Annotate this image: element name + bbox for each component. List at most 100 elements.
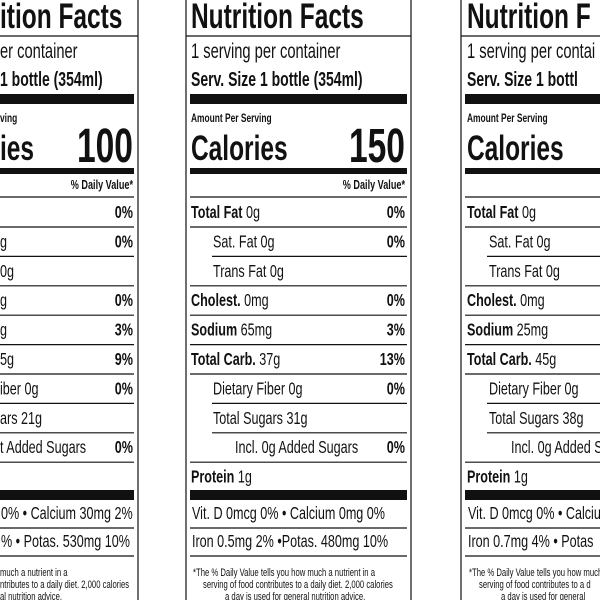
daily-value: 0% <box>387 379 405 399</box>
nutrient-row: Cholest. 0mg <box>191 291 269 311</box>
nutrient-amount: 0mg <box>244 291 268 311</box>
daily-value: 0% <box>115 203 133 223</box>
thick-bar <box>0 94 134 104</box>
footnote: serving of food contributes to a d <box>479 579 591 592</box>
thick-bar <box>0 490 134 500</box>
amount-per-serving: ving <box>0 113 17 126</box>
daily-value: 13% <box>380 350 405 370</box>
nutrient-row: g <box>0 291 7 311</box>
nutrient-row: Total Sugars 38g <box>489 409 583 429</box>
nutrient-amount: 65mg <box>241 321 272 341</box>
nutrient-name: Incl. 0g Added Su <box>511 438 600 458</box>
vitamin-line: Iron 0.5mg 2% •Potas. 480mg 10% <box>192 532 388 552</box>
nutrient-amount: g <box>0 321 7 341</box>
nutrient-row: Incl. 0g Added Su <box>511 438 600 458</box>
nutrient-row: ars 21g <box>0 409 42 429</box>
nutrient-row: g <box>0 321 7 341</box>
vitamin-line: Vit. D 0mcg 0% • Calciu <box>468 504 600 524</box>
footnote: ntributes to a daily diet. 2,000 calorie… <box>0 579 129 592</box>
nutrient-name: Sodium <box>191 321 237 341</box>
nutrient-amount: 1g <box>514 468 528 488</box>
thick-bar <box>0 168 134 174</box>
nutrient-row: Incl. 0g Added Sugars <box>235 438 358 458</box>
daily-value: 3% <box>115 321 133 341</box>
nutrient-row: g <box>0 232 7 252</box>
nutrient-row: Cholest. 0mg <box>467 291 545 311</box>
nutrient-row: Total Sugars 31g <box>213 409 307 429</box>
vitamin-line: Vit. D 0mcg 0% • Calcium 0mg 0% <box>192 504 385 524</box>
nutrient-row: Trans Fat 0g <box>213 262 284 282</box>
amount-per-serving: Amount Per Serving <box>191 113 272 126</box>
nutrient-amount: 25mg <box>517 321 548 341</box>
nutrient-amount: g <box>0 232 7 252</box>
nutrient-name: Sodium <box>467 321 513 341</box>
nutrient-name: iber <box>0 379 21 399</box>
nutrient-amount: g <box>0 291 7 311</box>
nutrient-name: Trans Fat <box>213 262 267 282</box>
footnote: al nutrition advice. <box>0 591 62 600</box>
nutrient-name: Total Sugars <box>213 409 283 429</box>
nutrient-row: Total Carb. 45g <box>467 350 556 370</box>
nutrient-name: Sat. Fat <box>213 232 258 252</box>
nutrient-row: Dietary Fiber 0g <box>489 379 579 399</box>
thick-bar <box>465 168 600 174</box>
nutrient-name: Cholest. <box>191 291 241 311</box>
nutrient-name: Protein <box>467 468 510 488</box>
nutrient-amount: 31g <box>286 409 307 429</box>
nutrient-name: Cholest. <box>467 291 517 311</box>
daily-value: 0% <box>387 232 405 252</box>
nutrient-amount: 0g <box>246 203 260 223</box>
thick-bar <box>465 94 600 104</box>
label-title: Nutrition F <box>467 0 591 36</box>
nutrient-row: Sodium 65mg <box>191 321 272 341</box>
nutrient-name: Sat. Fat <box>489 232 534 252</box>
nutrient-row: 0g <box>0 262 14 282</box>
nutrient-amount: 21g <box>21 409 42 429</box>
servings: 1 serving per contai <box>467 39 595 62</box>
daily-value: 0% <box>387 438 405 458</box>
daily-value: 0% <box>115 438 133 458</box>
nutrient-row: 5g <box>0 350 14 370</box>
vitamin-line: Iron 0.7mg 4% • Potas <box>468 532 594 552</box>
nutrient-name: Dietary Fiber <box>489 379 561 399</box>
nutrient-name: t Added Sugars <box>0 438 86 458</box>
nutrient-row: Sat. Fat 0g <box>213 232 275 252</box>
nutrient-name: Total Sugars <box>489 409 559 429</box>
nutrient-amount: 5g <box>0 350 14 370</box>
servings: 1 serving per container <box>191 39 340 62</box>
amount-per-serving: Amount Per Serving <box>467 113 548 126</box>
calories-label: Calories <box>191 130 288 168</box>
servings: er container <box>0 39 78 62</box>
nutrient-amount: 0g <box>546 262 560 282</box>
nutrient-name: Trans Fat <box>489 262 543 282</box>
nutrient-name: Incl. 0g Added Sugars <box>235 438 358 458</box>
nutrient-amount: 0g <box>261 232 275 252</box>
nutrient-name: Dietary Fiber <box>213 379 285 399</box>
nutrient-row: Total Fat 0g <box>191 203 260 223</box>
nutrient-name: ars <box>0 409 18 429</box>
thick-bar <box>190 94 407 104</box>
serving-size: Serv. Size 1 bottl <box>467 67 578 90</box>
nutrient-row: Protein 1g <box>467 468 528 488</box>
nutrient-amount: 0g <box>270 262 284 282</box>
nutrient-row: Total Fat 0g <box>467 203 536 223</box>
nutrient-row: Sat. Fat 0g <box>489 232 551 252</box>
nutrient-amount: 0g <box>522 203 536 223</box>
nutrient-amount: 37g <box>259 350 280 370</box>
nutrient-name: Protein <box>191 468 234 488</box>
footnote: serving of food contributes to a daily d… <box>203 579 393 592</box>
thick-bar <box>465 490 600 500</box>
nutrient-row: Protein 1g <box>191 468 252 488</box>
footnote: *The % Daily Value tells you how much <box>469 567 600 580</box>
calories-label: Calories <box>467 130 564 168</box>
footnote: much a nutrient in a <box>0 567 68 580</box>
calories-value: 100 <box>77 118 133 172</box>
nutrient-name: Total Fat <box>467 203 518 223</box>
footnote: a day is used for general <box>501 591 585 600</box>
nutrient-amount: 45g <box>535 350 556 370</box>
nutrient-amount: 0g <box>289 379 303 399</box>
daily-value: 0% <box>115 379 133 399</box>
label-title: ition Facts <box>0 0 122 36</box>
nutrient-amount: 0g <box>24 379 38 399</box>
